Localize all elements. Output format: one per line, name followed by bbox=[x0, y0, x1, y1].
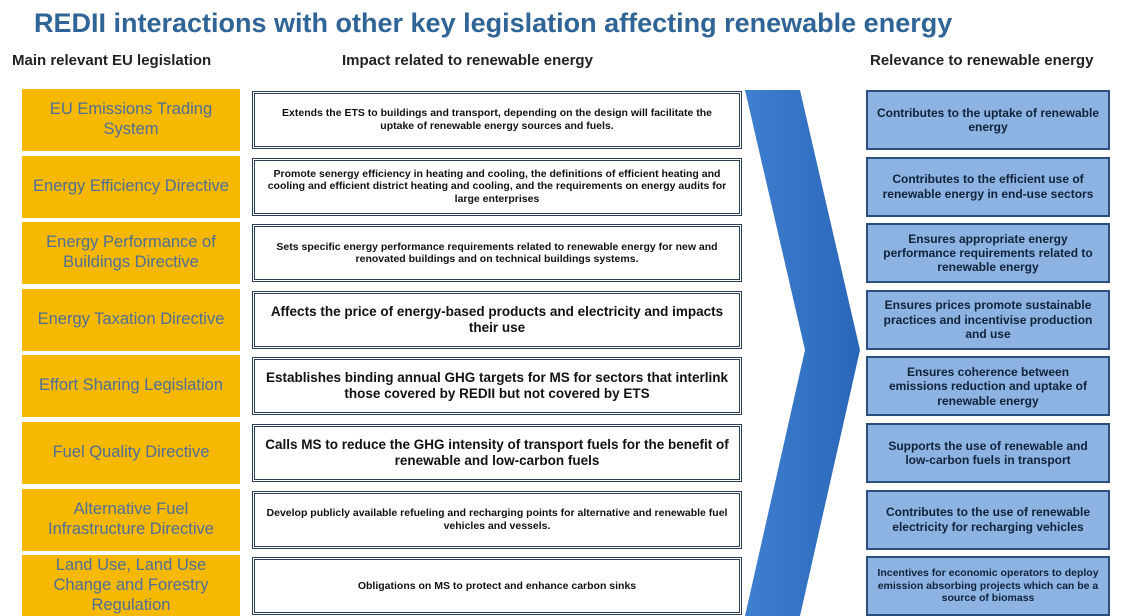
impact-box: Sets specific energy performance require… bbox=[252, 224, 742, 283]
impact-box: Establishes binding annual GHG targets f… bbox=[252, 357, 742, 416]
legislation-box: Effort Sharing Legislation bbox=[22, 355, 240, 418]
relevance-box: Incentives for economic operators to dep… bbox=[866, 556, 1110, 616]
impact-box: Calls MS to reduce the GHG intensity of … bbox=[252, 424, 742, 482]
relevance-box: Contributes to the use of renewable elec… bbox=[866, 489, 1110, 550]
chevron-arrow bbox=[745, 90, 860, 616]
impact-box: Promote senergy efficiency in heating an… bbox=[252, 157, 742, 216]
legislation-box: Land Use, Land Use Change and Forestry R… bbox=[22, 555, 240, 616]
impact-box: Extends the ETS to buildings and transpo… bbox=[252, 91, 742, 149]
column-header: Relevance to renewable energy bbox=[870, 52, 1094, 69]
legislation-box: Energy Performance of Buildings Directiv… bbox=[22, 222, 240, 285]
title: REDII interactions with other key legisl… bbox=[34, 8, 953, 38]
relevance-box: Ensures appropriate energy performance r… bbox=[866, 223, 1110, 284]
impact-box: Develop publicly available refueling and… bbox=[252, 490, 742, 549]
legislation-box: EU Emissions Trading System bbox=[22, 89, 240, 151]
relevance-box: Ensures prices promote sustainable pract… bbox=[866, 289, 1110, 350]
impact-box: Obligations on MS to protect and enhance… bbox=[252, 557, 742, 616]
relevance-box: Contributes to the efficient use of rene… bbox=[866, 156, 1110, 217]
legislation-box: Energy Efficiency Directive bbox=[22, 155, 240, 218]
relevance-box: Supports the use of renewable and low-ca… bbox=[866, 423, 1110, 483]
relevance-box: Contributes to the uptake of renewable e… bbox=[866, 90, 1110, 150]
column-header: Impact related to renewable energy bbox=[342, 52, 593, 69]
column-header: Main relevant EU legislation bbox=[12, 52, 212, 69]
legislation-box: Alternative Fuel Infrastructure Directiv… bbox=[22, 488, 240, 551]
impact-box: Affects the price of energy-based produc… bbox=[252, 290, 742, 349]
legislation-box: Energy Taxation Directive bbox=[22, 288, 240, 351]
relevance-box: Ensures coherence between emissions redu… bbox=[866, 356, 1110, 417]
legislation-box: Fuel Quality Directive bbox=[22, 422, 240, 484]
